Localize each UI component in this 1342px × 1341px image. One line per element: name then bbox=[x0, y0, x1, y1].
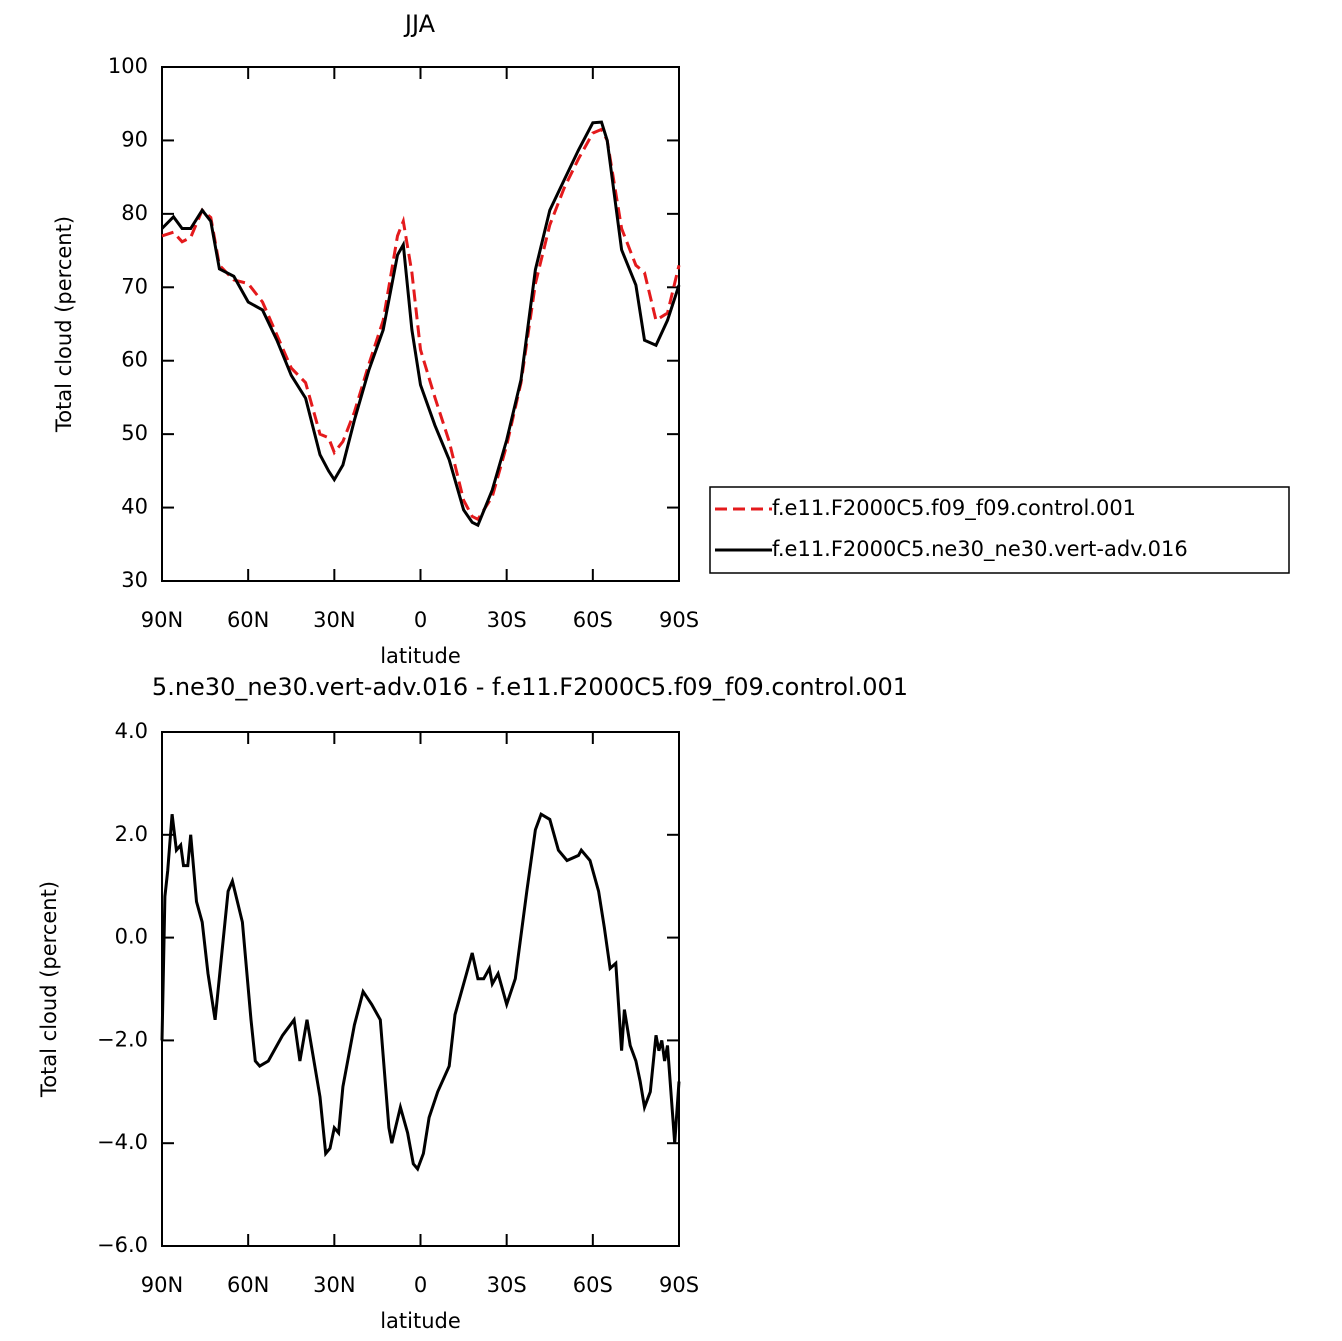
y-tick-label: 70 bbox=[121, 274, 148, 298]
x-tick-label: 60S bbox=[573, 1273, 613, 1297]
y-tick-label: −4.0 bbox=[97, 1130, 148, 1154]
plot-frame bbox=[161, 731, 680, 1247]
x-tick-label: 90N bbox=[141, 1273, 183, 1297]
data-line bbox=[160, 120, 681, 528]
data-line bbox=[160, 811, 681, 1172]
data-line bbox=[161, 127, 681, 522]
y-tick-label: 50 bbox=[121, 421, 148, 445]
x-tick-label: 30N bbox=[313, 608, 355, 632]
x-tick-label: 30S bbox=[487, 608, 527, 632]
x-tick-label: 60N bbox=[227, 1273, 269, 1297]
x-tick-label: 0 bbox=[414, 1273, 427, 1297]
y-tick-label: 60 bbox=[121, 348, 148, 372]
legend-label: f.e11.F2000C5.ne30_ne30.vert-adv.016 bbox=[772, 537, 1188, 562]
y-tick-label: 4.0 bbox=[115, 719, 148, 743]
legend-label: f.e11.F2000C5.f09_f09.control.001 bbox=[772, 496, 1136, 521]
y-tick-label: 90 bbox=[121, 127, 148, 151]
x-tick-label: 0 bbox=[414, 608, 427, 632]
y-tick-label: −2.0 bbox=[97, 1027, 148, 1051]
y-tick-label: −6.0 bbox=[97, 1233, 148, 1257]
x-tick-label: 90S bbox=[659, 608, 699, 632]
x-axis-label: latitude bbox=[380, 1309, 461, 1333]
chart-title: JJA bbox=[403, 10, 436, 38]
plot-frame bbox=[161, 66, 680, 582]
y-tick-label: 0.0 bbox=[115, 925, 148, 949]
x-tick-label: 90S bbox=[659, 1273, 699, 1297]
x-tick-label: 60S bbox=[573, 608, 613, 632]
x-tick-label: 60N bbox=[227, 608, 269, 632]
x-axis-label: latitude bbox=[380, 644, 461, 668]
y-tick-label: 30 bbox=[121, 568, 148, 592]
legend-box bbox=[709, 486, 1290, 574]
y-tick-label: 40 bbox=[121, 495, 148, 519]
y-tick-label: 2.0 bbox=[115, 822, 148, 846]
x-tick-label: 90N bbox=[141, 608, 183, 632]
chart-title: 5.ne30_ne30.vert-adv.016 - f.e11.F2000C5… bbox=[152, 673, 908, 701]
x-tick-label: 30N bbox=[313, 1273, 355, 1297]
x-tick-label: 30S bbox=[487, 1273, 527, 1297]
y-axis-label: Total cloud (percent) bbox=[52, 216, 76, 433]
y-tick-label: 80 bbox=[121, 201, 148, 225]
y-tick-label: 100 bbox=[108, 54, 148, 78]
y-axis-label: Total cloud (percent) bbox=[37, 881, 61, 1098]
